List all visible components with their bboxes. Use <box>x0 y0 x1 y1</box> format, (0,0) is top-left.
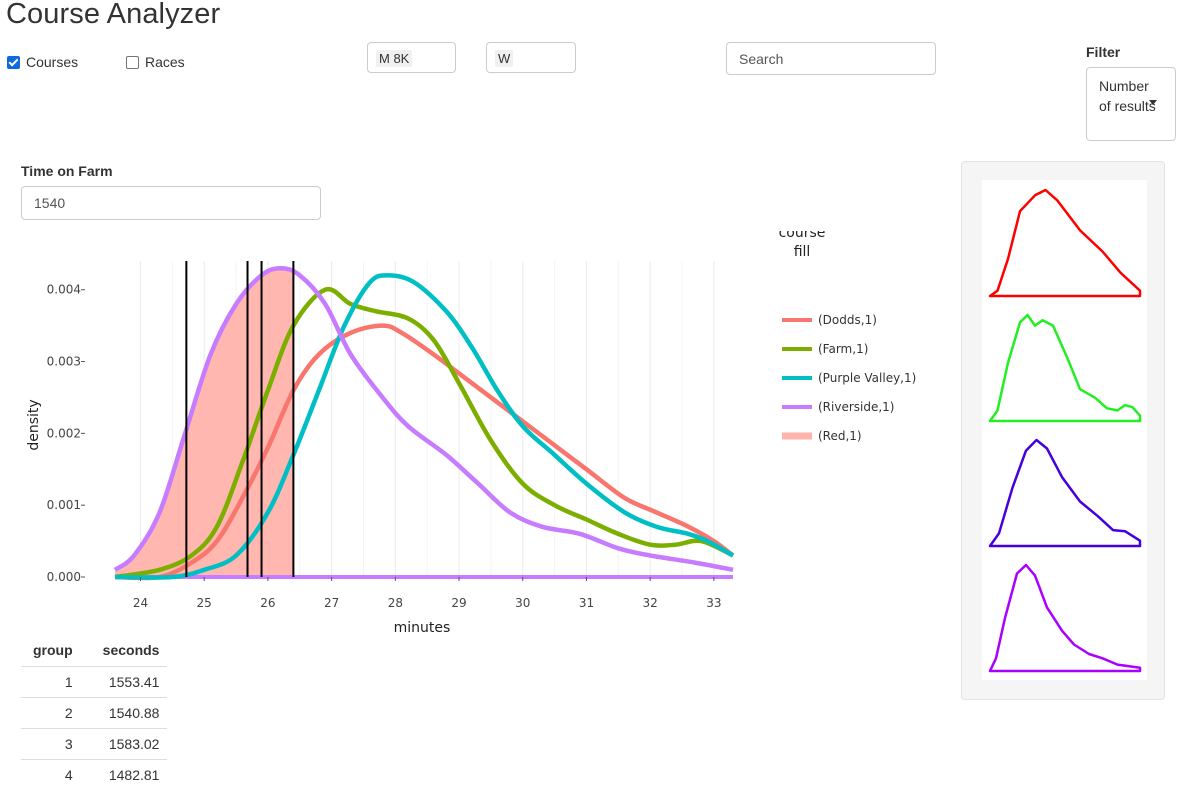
x-tick-label: 26 <box>260 596 275 610</box>
gender-select[interactable]: W <box>486 42 576 73</box>
legend-title: fill <box>794 244 811 260</box>
y-axis-label: density <box>26 399 42 450</box>
app-title: Course Analyzer <box>6 0 220 31</box>
table-cell-group: 3 <box>21 729 81 760</box>
density-chart: 24 25 26 27 28 29 30 31 32 33 0.000 0.001 0.002 0.003… <box>0 225 940 645</box>
time-on-farm-label: Time on Farm <box>21 163 113 179</box>
division-select[interactable]: M 8K <box>367 42 456 73</box>
table-cell-group: 1 <box>21 667 81 698</box>
x-tick-label: 32 <box>643 596 658 610</box>
mini-density-curve <box>990 190 1140 296</box>
baseline-outline <box>115 575 733 579</box>
legend-label: (Red,1) <box>818 429 862 443</box>
table-cell-seconds: 1553.41 <box>81 667 168 698</box>
mini-density-curve <box>990 440 1140 546</box>
legend-label: (Farm,1) <box>818 342 868 356</box>
courses-toggle[interactable]: Courses <box>7 54 78 70</box>
y-tick-label: 0.001 <box>47 498 81 512</box>
mini-plots-canvas <box>982 180 1147 680</box>
x-axis-label: minutes <box>394 620 451 636</box>
x-tick-label: 27 <box>324 596 339 610</box>
x-tick-label: 31 <box>579 596 594 610</box>
x-tick-label: 33 <box>706 596 721 610</box>
mini-density-curve <box>990 315 1140 421</box>
table-row: 2 1540.88 <box>21 698 167 729</box>
legend-title-clip <box>770 225 840 231</box>
races-label: Races <box>145 54 185 70</box>
search-input[interactable] <box>726 42 936 75</box>
column-header-group: group <box>21 634 81 667</box>
courses-checkbox[interactable] <box>7 56 20 69</box>
y-tick-label: 0.004 <box>47 283 81 297</box>
races-checkbox[interactable] <box>126 56 139 69</box>
chevron-down-icon[interactable] <box>1149 100 1157 105</box>
legend-label: (Riverside,1) <box>818 400 895 414</box>
mini-density-curve <box>990 565 1140 671</box>
table-cell-seconds: 1583.02 <box>81 729 168 760</box>
filter-select[interactable]: Number of results <box>1086 67 1176 141</box>
table-row: 4 1482.81 <box>21 760 167 790</box>
y-tick-label: 0.002 <box>47 426 81 440</box>
division-select-value[interactable]: M 8K <box>376 50 412 67</box>
column-header-seconds: seconds <box>81 634 168 667</box>
x-tick-label: 24 <box>133 596 148 610</box>
filter-select-value: Number of results <box>1099 76 1157 116</box>
table-row: 1 1553.41 <box>21 667 167 698</box>
results-table: group seconds 1 1553.41 2 1540.88 3 1583… <box>21 634 167 790</box>
table-row: 3 1583.02 <box>21 729 167 760</box>
filter-label: Filter <box>1086 44 1120 60</box>
races-toggle[interactable]: Races <box>126 54 185 70</box>
courses-label: Courses <box>26 54 78 70</box>
legend-label: (Purple Valley,1) <box>818 371 916 385</box>
x-tick-label: 29 <box>451 596 466 610</box>
table-cell-seconds: 1482.81 <box>81 760 168 790</box>
time-on-farm-input[interactable] <box>21 186 321 220</box>
mini-density-plots <box>982 180 1147 680</box>
mini-plots-panel <box>961 161 1165 700</box>
x-tick-label: 28 <box>388 596 403 610</box>
y-tick-label: 0.003 <box>47 355 81 369</box>
x-tick-label: 30 <box>515 596 530 610</box>
table-header-row: group seconds <box>21 634 167 667</box>
legend-label: (Dodds,1) <box>818 313 877 327</box>
table-cell-group: 2 <box>21 698 81 729</box>
y-tick-label: 0.000 <box>47 570 81 584</box>
gender-select-value[interactable]: W <box>495 50 513 67</box>
table-cell-group: 4 <box>21 760 81 790</box>
x-tick-label: 25 <box>197 596 212 610</box>
table-cell-seconds: 1540.88 <box>81 698 168 729</box>
